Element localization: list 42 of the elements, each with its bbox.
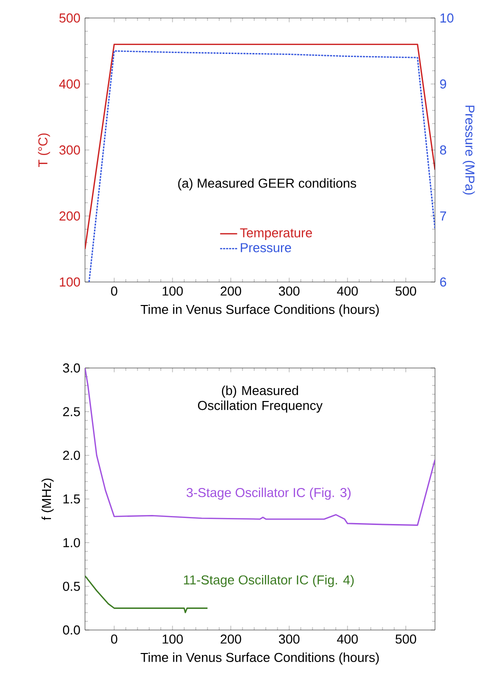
y-tick-label: 3.0: [62, 363, 80, 373]
x-tick-label: 400: [336, 286, 358, 296]
series-label: 11-Stage Oscillator IC (Fig. 4): [184, 574, 354, 588]
y-tick-label: 100: [60, 277, 80, 287]
x-tick-label: 200: [220, 286, 242, 296]
y2-tick-label: 6: [440, 277, 446, 287]
x-tick-label: 300: [278, 286, 300, 296]
y2-tick-label: 7: [440, 212, 446, 220]
line-series: [85, 368, 435, 526]
legend-label: Temperature: [240, 228, 312, 240]
y2-tick-label: 10: [440, 13, 454, 23]
x-tick-label: 500: [396, 634, 416, 644]
y-tick-label: 200: [60, 211, 80, 221]
y2-axis-title: Pressure (MPa): [462, 106, 475, 195]
x-axis-title: Time in Venus Surface Conditions (hours): [140, 652, 379, 665]
y2-tick-label: 8: [440, 145, 446, 155]
legend-label: Pressure: [240, 243, 292, 252]
text: (b) Measured Oscillation Frequency: [198, 386, 323, 413]
x-tick-label: 0: [111, 286, 118, 296]
x-axis-title: Time in Venus Surface Conditions (hours): [140, 304, 379, 317]
x-tick-label: 100: [162, 634, 183, 644]
y-tick-label: 1.5: [63, 494, 80, 504]
y2-tick-label: 9: [440, 79, 446, 89]
y-axis-title: T (°C): [38, 133, 50, 168]
x-tick-label: 100: [162, 286, 183, 296]
y-tick-label: 2.0: [63, 450, 80, 460]
y-tick-label: 0.0: [62, 625, 80, 635]
y-tick-label: 400: [59, 79, 80, 89]
y-tick-label: 1.0: [63, 538, 80, 548]
text: (a) Measured GEER conditions: [178, 178, 356, 190]
x-tick-label: 400: [336, 634, 358, 644]
line-series: [88, 50, 435, 282]
x-tick-label: 200: [220, 634, 242, 644]
x-tick-label: 0: [111, 634, 118, 644]
x-tick-label: 300: [278, 634, 300, 644]
y-tick-label: 2.5: [63, 407, 80, 416]
y-tick-label: 0.5: [62, 582, 80, 591]
series-label: 3-Stage Oscillator IC (Fig. 3): [186, 488, 351, 500]
x-tick-label: 500: [396, 286, 416, 296]
y-axis-title: f (MHz): [42, 478, 54, 520]
y-tick-label: 300: [59, 145, 80, 155]
y-tick-label: 500: [59, 13, 80, 23]
